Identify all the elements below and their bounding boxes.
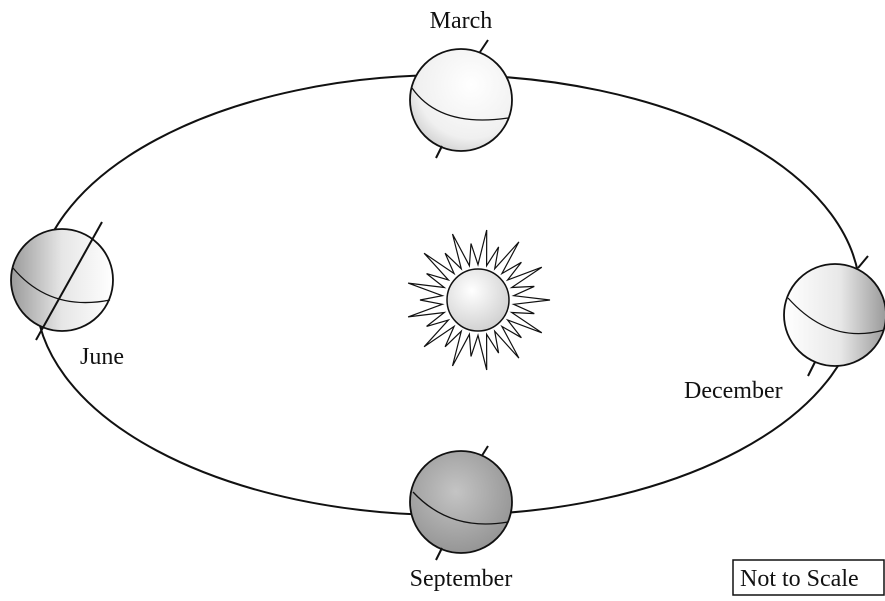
label-december: December xyxy=(684,378,783,404)
label-march: March xyxy=(430,8,493,34)
sun xyxy=(447,269,509,331)
orbit-diagram: March June December September Not to Sca… xyxy=(0,0,885,596)
earth-december xyxy=(784,256,885,376)
label-june: June xyxy=(80,344,124,370)
earth-march xyxy=(410,40,512,158)
earth-june xyxy=(11,222,113,340)
page: March June December September Not to Sca… xyxy=(0,0,885,596)
label-september: September xyxy=(410,566,513,592)
note-text: Not to Scale xyxy=(740,566,859,592)
earth-september xyxy=(410,446,512,560)
